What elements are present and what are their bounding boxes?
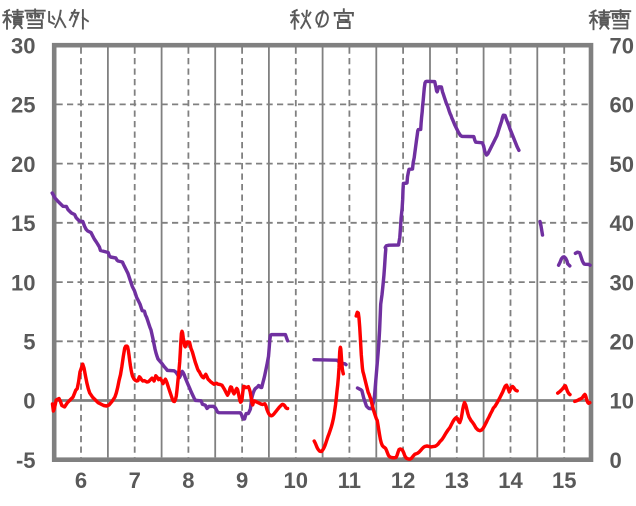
svg-text:25: 25 (11, 93, 35, 118)
svg-text:70: 70 (610, 33, 634, 58)
svg-text:14: 14 (498, 468, 523, 493)
svg-text:20: 20 (11, 152, 35, 177)
svg-text:20: 20 (610, 330, 634, 355)
svg-text:10: 10 (610, 389, 634, 414)
svg-text:9: 9 (236, 468, 248, 493)
svg-text:40: 40 (610, 211, 634, 236)
svg-text:10: 10 (284, 468, 308, 493)
svg-text:15: 15 (552, 468, 576, 493)
svg-text:30: 30 (11, 33, 35, 58)
svg-text:11: 11 (338, 468, 361, 493)
svg-text:15: 15 (11, 211, 35, 236)
svg-text:13: 13 (445, 468, 469, 493)
svg-text:0: 0 (23, 389, 35, 414)
svg-text:6: 6 (75, 468, 87, 493)
svg-text:10: 10 (11, 270, 35, 295)
svg-text:8: 8 (182, 468, 194, 493)
svg-text:12: 12 (391, 468, 415, 493)
svg-text:7: 7 (129, 468, 141, 493)
svg-text:-5: -5 (16, 448, 36, 473)
svg-text:30: 30 (610, 270, 634, 295)
svg-text:60: 60 (610, 93, 634, 118)
svg-text:50: 50 (610, 152, 634, 177)
svg-text:5: 5 (23, 330, 35, 355)
svg-text:0: 0 (610, 448, 622, 473)
